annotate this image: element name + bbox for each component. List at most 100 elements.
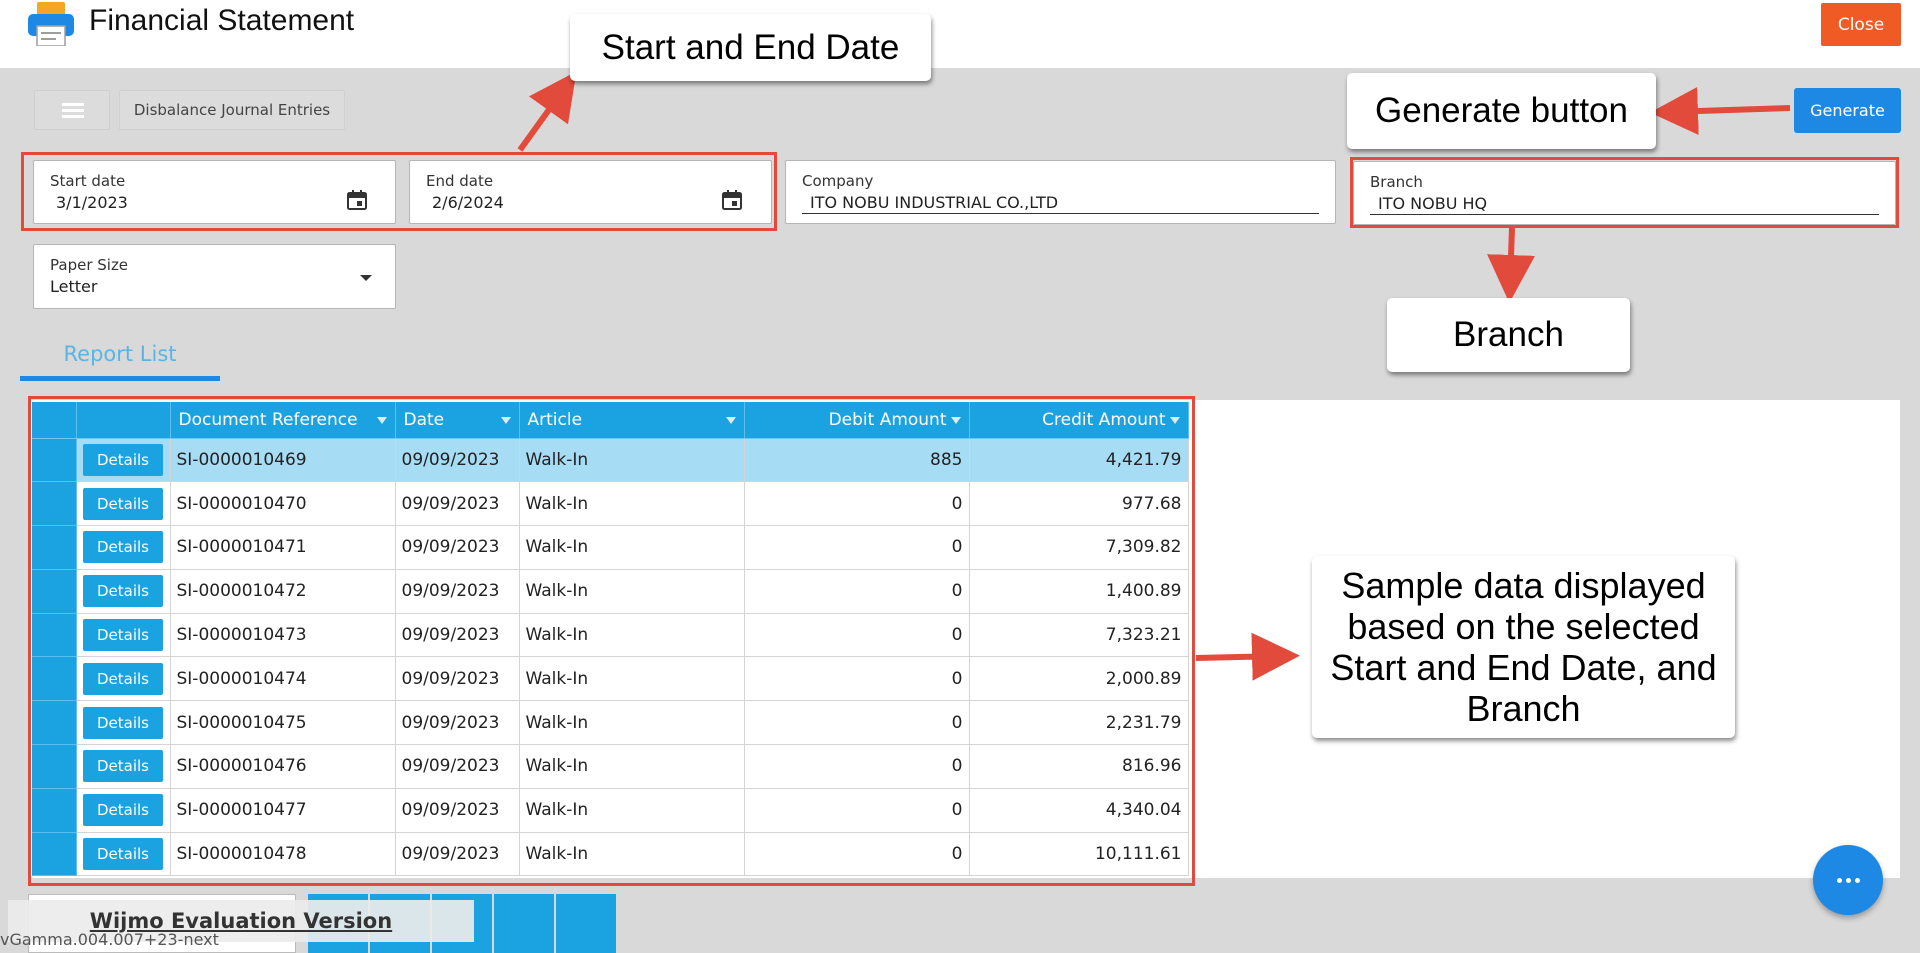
table-row[interactable]: Details SI-0000010473 09/09/2023 Walk-In 0 7,… [32,613,1189,658]
cell-date[interactable]: 09/09/2023 [395,569,520,614]
column-header-date[interactable]: Date [395,402,520,439]
calendar-icon[interactable] [346,189,368,211]
cell-credit-amount[interactable]: 2,231.79 [969,700,1189,746]
details-button[interactable]: Details [83,750,163,783]
table-row[interactable]: Details SI-0000010478 09/09/2023 Walk-In 0 10… [32,832,1189,877]
cell-article[interactable]: Walk-In [519,788,745,833]
last-page-button[interactable] [494,894,554,953]
filter-icon[interactable] [725,417,736,424]
cell-document-reference[interactable]: SI-0000010472 [170,569,396,614]
cell-date[interactable]: 09/09/2023 [395,788,520,833]
cell-debit-amount[interactable]: 0 [744,525,970,570]
filter-icon[interactable] [950,417,961,424]
more-actions-button[interactable] [1813,845,1883,915]
cell-article[interactable]: Walk-In [519,438,745,483]
row-header[interactable] [32,656,77,702]
filter-icon[interactable] [1169,417,1180,424]
company-field[interactable]: Company ITO NOBU INDUSTRIAL CO.,LTD [785,160,1336,224]
table-row[interactable]: Details SI-0000010469 09/09/2023 Walk-In 885… [32,438,1189,483]
details-button[interactable]: Details [83,443,163,476]
cell-credit-amount[interactable]: 7,323.21 [969,613,1189,658]
cell-credit-amount[interactable]: 4,340.04 [969,788,1189,833]
table-row[interactable]: Details SI-0000010470 09/09/2023 Walk-In 0 97… [32,481,1189,527]
cell-debit-amount[interactable]: 0 [744,700,970,746]
row-header[interactable] [32,525,77,570]
row-header[interactable] [32,569,77,614]
cell-document-reference[interactable]: SI-0000010474 [170,656,396,702]
column-header-credit-amount[interactable]: Credit Amount [969,402,1189,439]
cell-debit-amount[interactable]: 0 [744,481,970,527]
cell-debit-amount[interactable]: 885 [744,438,970,483]
details-button[interactable]: Details [83,706,163,739]
details-button[interactable]: Details [83,838,163,871]
cell-credit-amount[interactable]: 977.68 [969,481,1189,527]
cell-document-reference[interactable]: SI-0000010476 [170,744,396,789]
column-header-document-reference[interactable]: Document Reference [170,402,396,439]
cell-document-reference[interactable]: SI-0000010477 [170,788,396,833]
cell-date[interactable]: 09/09/2023 [395,744,520,789]
cell-document-reference[interactable]: SI-0000010473 [170,613,396,658]
cell-credit-amount[interactable]: 1,400.89 [969,569,1189,614]
cell-credit-amount[interactable]: 816.96 [969,744,1189,789]
cell-article[interactable]: Walk-In [519,744,745,789]
end-date-field[interactable]: End date 2/6/2024 [409,160,772,224]
calendar-icon[interactable] [721,189,743,211]
cell-credit-amount[interactable]: 10,111.61 [969,832,1189,877]
breadcrumb-report-button[interactable]: Disbalance Journal Entries [119,90,345,130]
row-header[interactable] [32,613,77,658]
table-row[interactable]: Details SI-0000010472 09/09/2023 Walk-In 0 1,… [32,569,1189,614]
cell-debit-amount[interactable]: 0 [744,656,970,702]
filter-icon[interactable] [376,417,387,424]
cell-credit-amount[interactable]: 2,000.89 [969,656,1189,702]
table-row[interactable]: Details SI-0000010477 09/09/2023 Walk-In 0 4,… [32,788,1189,833]
details-button[interactable]: Details [83,662,163,695]
row-header[interactable] [32,481,77,527]
cell-debit-amount[interactable]: 0 [744,613,970,658]
row-header[interactable] [32,700,77,746]
cell-date[interactable]: 09/09/2023 [395,438,520,483]
cell-document-reference[interactable]: SI-0000010469 [170,438,396,483]
generate-button[interactable]: Generate [1794,88,1901,133]
table-row[interactable]: Details SI-0000010476 09/09/2023 Walk-In 0 81… [32,744,1189,789]
cell-debit-amount[interactable]: 0 [744,788,970,833]
cell-debit-amount[interactable]: 0 [744,569,970,614]
cell-document-reference[interactable]: SI-0000010478 [170,832,396,877]
cell-credit-amount[interactable]: 4,421.79 [969,438,1189,483]
tab-report-list[interactable]: Report List [63,342,177,366]
evaluation-watermark[interactable]: Wijmo Evaluation Version (5.20202.699) [8,900,474,953]
column-header-debit-amount[interactable]: Debit Amount [744,402,970,439]
cell-date[interactable]: 09/09/2023 [395,525,520,570]
table-row[interactable]: Details SI-0000010471 09/09/2023 Walk-In 0 7,… [32,525,1189,570]
table-row[interactable]: Details SI-0000010474 09/09/2023 Walk-In 0 2,… [32,656,1189,702]
cell-article[interactable]: Walk-In [519,700,745,746]
table-row[interactable]: Details SI-0000010475 09/09/2023 Walk-In 0 2,… [32,700,1189,746]
paper-size-select[interactable]: Paper Size Letter [33,244,396,309]
cell-document-reference[interactable]: SI-0000010471 [170,525,396,570]
cell-document-reference[interactable]: SI-0000010475 [170,700,396,746]
row-header[interactable] [32,832,77,877]
hamburger-menu-button[interactable] [34,90,110,130]
row-header[interactable] [32,788,77,833]
details-button[interactable]: Details [83,487,163,520]
pager-extra-button[interactable] [556,894,616,953]
row-header[interactable] [32,438,77,483]
details-button[interactable]: Details [83,531,163,564]
details-button[interactable]: Details [83,794,163,827]
cell-date[interactable]: 09/09/2023 [395,700,520,746]
cell-article[interactable]: Walk-In [519,656,745,702]
cell-article[interactable]: Walk-In [519,525,745,570]
start-date-field[interactable]: Start date 3/1/2023 [33,160,396,224]
cell-document-reference[interactable]: SI-0000010470 [170,481,396,527]
cell-debit-amount[interactable]: 0 [744,744,970,789]
cell-article[interactable]: Walk-In [519,613,745,658]
column-header-article[interactable]: Article [519,402,745,439]
close-button[interactable]: Close [1821,3,1901,46]
cell-article[interactable]: Walk-In [519,832,745,877]
cell-article[interactable]: Walk-In [519,569,745,614]
details-button[interactable]: Details [83,575,163,608]
cell-debit-amount[interactable]: 0 [744,832,970,877]
filter-icon[interactable] [500,417,511,424]
cell-date[interactable]: 09/09/2023 [395,832,520,877]
cell-article[interactable]: Walk-In [519,481,745,527]
cell-date[interactable]: 09/09/2023 [395,656,520,702]
